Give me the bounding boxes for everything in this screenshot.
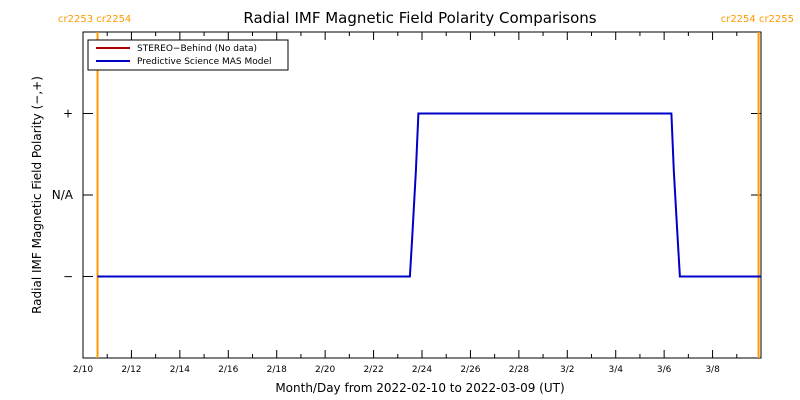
x-axis: 2/10 2/12 2/14 2/16 2/18 2/20 2/22 2/24 2/26 2/28…	[73, 32, 762, 375]
carrington-label: cr2253 cr2254	[58, 14, 131, 25]
series-lines	[97, 112, 761, 278]
legend-label-mas: Predictive Science MAS Model	[137, 57, 272, 67]
legend: STEREO−Behind (No data) Predictive Scien…	[87, 39, 289, 71]
chart-title: Radial IMF Magnetic Field Polarity Compa…	[243, 9, 596, 27]
x-tick-label: 2/14	[170, 365, 190, 375]
x-axis-label: Month/Day from 2022-02-10 to 2022-03-09 …	[275, 381, 564, 395]
x-tick-label: 2/22	[363, 365, 383, 375]
x-tick-label: 2/28	[509, 365, 529, 375]
x-tick-label: 2/18	[267, 365, 287, 375]
x-tick-label: 2/10	[73, 365, 93, 375]
x-tick-label: 2/26	[460, 365, 480, 375]
legend-box	[87, 39, 289, 71]
x-tick-label: 3/6	[657, 365, 672, 375]
carrington-label: cr2254 cr2255	[721, 14, 794, 25]
y-axis: − N/A +	[52, 107, 761, 284]
y-tick-label: N/A	[52, 188, 74, 202]
y-tick-label: −	[63, 270, 73, 284]
y-axis-label: Radial IMF Magnetic Field Polarity (−,+)	[30, 76, 44, 314]
x-tick-label: 2/16	[218, 365, 238, 375]
carrington-markers: cr2253 cr2254 cr2254 cr2255	[58, 14, 794, 358]
legend-label-stereo: STEREO−Behind (No data)	[137, 44, 257, 54]
x-tick-label: 2/12	[121, 365, 141, 375]
x-tick-label: 2/20	[315, 365, 335, 375]
series-line-1	[97, 112, 761, 278]
y-tick-label: +	[63, 107, 73, 121]
x-tick-label: 3/4	[608, 365, 623, 375]
x-tick-label: 3/8	[705, 365, 720, 375]
x-tick-label: 3/2	[560, 365, 574, 375]
plot-frame	[82, 31, 762, 359]
x-tick-label: 2/24	[412, 365, 432, 375]
